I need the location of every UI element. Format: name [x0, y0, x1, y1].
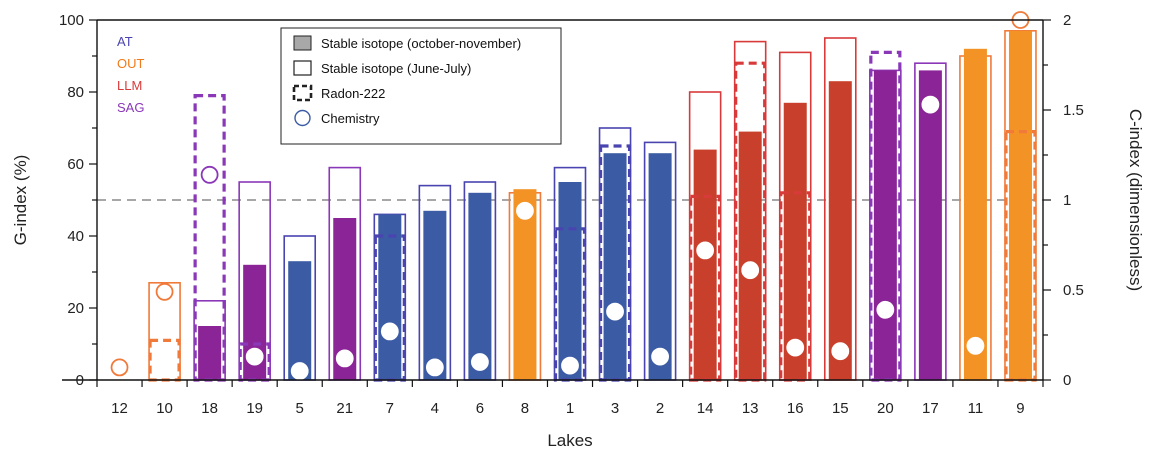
- x-tick-label: 4: [431, 400, 439, 417]
- x-tick-label: 8: [521, 400, 529, 417]
- x-tick-label: 12: [111, 400, 128, 417]
- chemistry-point: [380, 322, 399, 341]
- legend-marker-dashed: [292, 84, 313, 102]
- legend: Stable isotope (october-november) Stable …: [280, 27, 562, 145]
- y-axis-title: G-index (%): [11, 155, 30, 246]
- x-tick-label: 19: [246, 400, 263, 417]
- bar-october-november: [693, 149, 717, 380]
- bar-october-november: [1008, 30, 1032, 381]
- y-tick-label: 80: [67, 84, 84, 101]
- y2-tick-label: 0: [1063, 372, 1071, 389]
- x-tick-label: 2: [656, 400, 664, 417]
- y-tick-label: 60: [67, 156, 84, 173]
- x-tick-label: 7: [386, 400, 394, 417]
- legend-box: [280, 27, 562, 145]
- y-tick-label: 0: [76, 372, 84, 389]
- bar-radon-222: [779, 191, 812, 382]
- bar-radon-222: [734, 61, 767, 382]
- x-tick-label: 16: [787, 400, 804, 417]
- chemistry-point: [651, 347, 669, 366]
- y-tick-label: 20: [67, 300, 84, 317]
- y2-tick-label: 2: [1063, 12, 1071, 29]
- x-tick-label: 20: [877, 400, 894, 417]
- y2-tick-label: 1.5: [1063, 102, 1084, 119]
- chemistry-point: [110, 358, 129, 377]
- bar-october-november: [783, 102, 807, 381]
- x-tick-label: 13: [742, 400, 759, 417]
- chemistry-point: [245, 347, 264, 366]
- chemistry-point: [786, 338, 805, 357]
- bar-october-november: [378, 214, 402, 380]
- legend-marker-open: [293, 60, 312, 76]
- x-tick-label: 17: [922, 400, 939, 417]
- chemistry-point: [606, 302, 624, 321]
- bar-october-november: [288, 261, 312, 380]
- group-key-at: AT: [117, 34, 133, 49]
- bar-october-november: [603, 153, 627, 380]
- legend-marker-circle: [294, 109, 311, 127]
- x-tick-label: 10: [156, 400, 173, 417]
- bar-october-november: [918, 70, 942, 381]
- chemistry-point: [471, 353, 489, 371]
- x-tick-label: 9: [1016, 400, 1024, 417]
- chemistry-point: [876, 300, 895, 319]
- x-tick-label: 21: [336, 400, 353, 417]
- bar-october-november: [963, 48, 987, 381]
- chemistry-point: [516, 201, 534, 220]
- bar-october-november: [468, 192, 492, 380]
- bar-october-november: [738, 131, 762, 380]
- chemistry-point: [155, 282, 174, 301]
- x-tick-label: 14: [697, 400, 714, 417]
- chemistry-point: [200, 165, 219, 184]
- axes-layer: [62, 19, 1051, 387]
- group-key-llm: LLM: [117, 78, 142, 93]
- legend-label: Stable isotope (october-november): [321, 36, 521, 51]
- bar-october-november: [198, 326, 222, 380]
- bar-october-november: [333, 218, 357, 380]
- chemistry-point: [966, 336, 985, 355]
- legend-label: Stable isotope (June-July): [321, 61, 471, 76]
- x-tick-label: 15: [832, 400, 849, 417]
- x-tick-label: 1: [566, 400, 574, 417]
- y-tick-label: 40: [67, 228, 84, 245]
- bar-radon-222: [553, 227, 587, 382]
- group-key-out: OUT: [117, 56, 145, 71]
- bar-october-november: [513, 189, 537, 380]
- group-key-sag: SAG: [117, 100, 144, 115]
- bar-october-november: [558, 182, 582, 380]
- y2-axis-title: C-index (dimensionless): [1126, 109, 1145, 291]
- chemistry-point: [335, 349, 354, 368]
- bar-october-november: [828, 81, 852, 380]
- chemistry-point: [741, 261, 760, 280]
- x-tick-label: 3: [611, 400, 619, 417]
- legend-label: Chemistry: [321, 111, 380, 126]
- y-tick-label: 100: [59, 12, 84, 29]
- chemistry-point: [425, 358, 444, 377]
- x-axis-title: Lakes: [547, 431, 592, 450]
- x-tick-label: 18: [201, 400, 218, 417]
- bar-october-november: [423, 210, 447, 380]
- chemistry-point: [561, 356, 579, 375]
- x-tick-label: 6: [476, 400, 484, 417]
- chemistry-point: [290, 362, 309, 380]
- legend-marker-filled: [293, 35, 312, 51]
- bar-october-november: [648, 153, 672, 380]
- chemistry-point: [921, 95, 940, 114]
- bars-layer: [110, 11, 1037, 382]
- bar-radon-222: [148, 338, 181, 382]
- y2-tick-label: 1: [1063, 192, 1071, 209]
- chemistry-point: [696, 241, 715, 260]
- y2-tick-label: 0.5: [1063, 282, 1084, 299]
- x-tick-label: 5: [296, 400, 304, 417]
- x-tick-label: 11: [968, 400, 984, 417]
- legend-label: Radon-222: [321, 86, 385, 101]
- chemistry-point: [831, 342, 850, 361]
- bar-october-november: [873, 70, 897, 381]
